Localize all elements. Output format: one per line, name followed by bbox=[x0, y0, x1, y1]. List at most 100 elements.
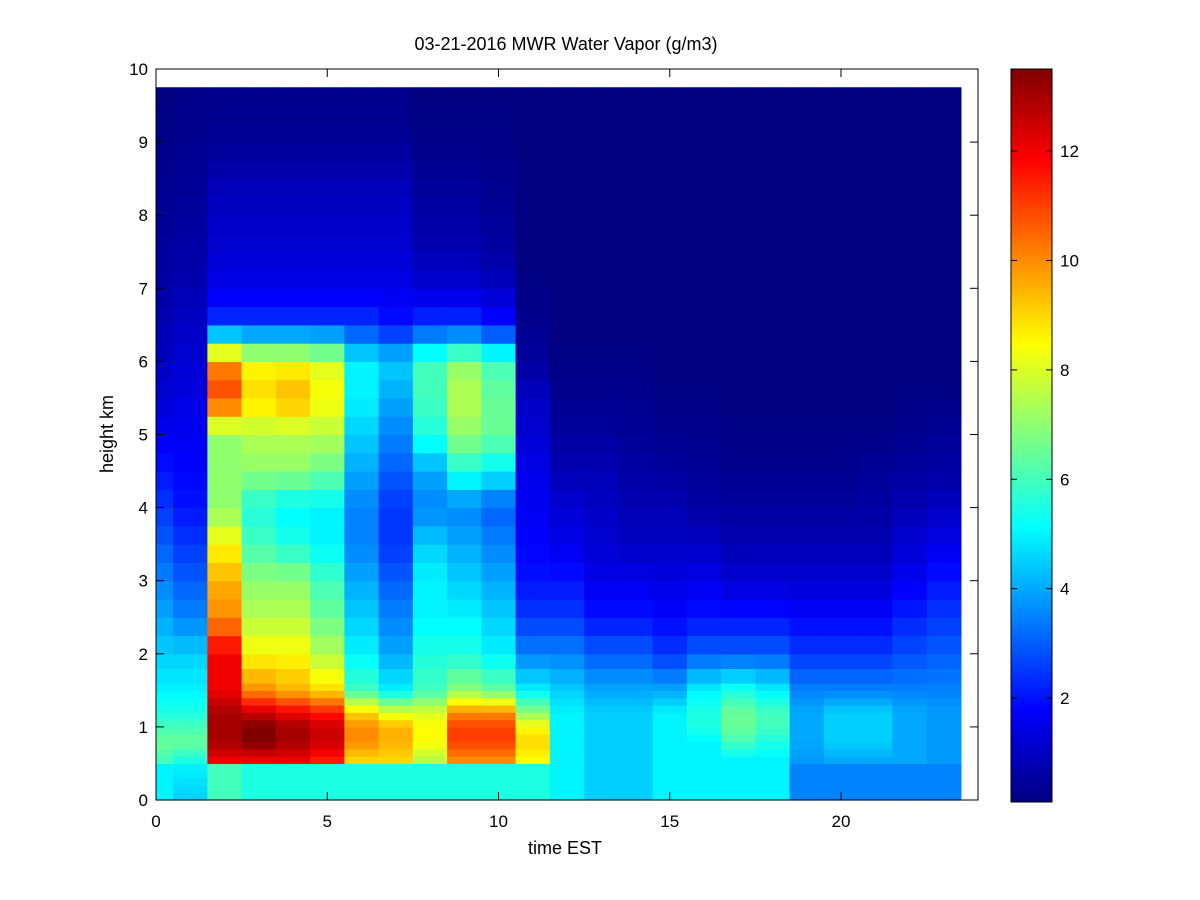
heatmap-cell bbox=[378, 792, 414, 801]
heatmap-cell bbox=[310, 544, 345, 564]
heatmap-cell bbox=[858, 233, 893, 253]
heatmap-cell bbox=[926, 562, 962, 582]
heatmap-cell bbox=[892, 763, 928, 772]
heatmap-cell bbox=[823, 270, 859, 289]
heatmap-cell bbox=[412, 668, 448, 684]
heatmap-cell bbox=[173, 123, 208, 143]
heatmap-cell bbox=[515, 712, 551, 721]
heatmap-cell bbox=[584, 343, 619, 363]
heatmap-cell bbox=[412, 598, 448, 618]
heatmap-cell bbox=[926, 160, 962, 180]
heatmap-cell bbox=[926, 741, 962, 750]
heatmap-cell bbox=[858, 785, 893, 794]
heatmap-cell bbox=[721, 215, 756, 235]
heatmap-cell bbox=[584, 580, 619, 600]
heatmap-cell bbox=[447, 756, 482, 765]
heatmap-cell bbox=[412, 233, 448, 253]
heatmap-cell bbox=[652, 770, 688, 779]
heatmap-cell bbox=[823, 215, 859, 235]
heatmap-cell bbox=[789, 160, 825, 180]
heatmap-cell bbox=[892, 734, 928, 743]
heatmap-cell bbox=[515, 196, 551, 216]
heatmap-cell bbox=[447, 617, 482, 637]
heatmap-cell bbox=[207, 471, 243, 490]
heatmap-cell bbox=[173, 178, 208, 198]
heatmap-cell bbox=[207, 525, 243, 545]
heatmap-cell bbox=[412, 719, 448, 728]
heatmap-cell bbox=[549, 763, 585, 772]
heatmap-cell bbox=[344, 580, 380, 600]
heatmap-cell bbox=[858, 756, 893, 765]
heatmap-cell bbox=[789, 452, 825, 472]
heatmap-cell bbox=[275, 763, 311, 772]
heatmap-cell bbox=[447, 142, 482, 161]
heatmap-cell bbox=[652, 123, 688, 143]
heatmap-cell bbox=[755, 598, 791, 618]
heatmap-cell bbox=[652, 343, 688, 363]
heatmap-cell bbox=[344, 434, 380, 454]
heatmap-cell bbox=[447, 741, 482, 750]
heatmap-cell bbox=[618, 142, 654, 161]
heatmap-cell bbox=[892, 653, 928, 670]
heatmap-cell bbox=[755, 734, 791, 743]
heatmap-cell bbox=[173, 734, 208, 743]
heatmap-cell bbox=[173, 726, 208, 735]
heatmap-cell bbox=[686, 178, 722, 198]
heatmap-cell bbox=[447, 288, 482, 308]
heatmap-cell bbox=[241, 343, 277, 363]
heatmap-cell bbox=[275, 233, 311, 253]
heatmap-cell bbox=[858, 763, 893, 772]
heatmap-cell bbox=[515, 704, 551, 713]
heatmap-cell bbox=[755, 233, 791, 253]
heatmap-cell bbox=[618, 598, 654, 618]
heatmap-cell bbox=[858, 397, 893, 417]
heatmap-cell bbox=[412, 697, 448, 706]
heatmap-cell bbox=[344, 756, 380, 765]
heatmap-cell bbox=[652, 734, 688, 743]
heatmap-cell bbox=[721, 712, 756, 721]
heatmap-cell bbox=[156, 270, 174, 289]
heatmap-cell bbox=[618, 734, 654, 743]
heatmap-cell bbox=[207, 434, 243, 454]
heatmap-cell bbox=[721, 525, 756, 545]
heatmap-cell bbox=[241, 251, 277, 271]
heatmap-cell bbox=[686, 361, 722, 381]
heatmap-cell bbox=[584, 105, 619, 125]
heatmap-cell bbox=[241, 123, 277, 143]
heatmap-cell bbox=[344, 726, 380, 735]
heatmap-cell bbox=[618, 719, 654, 728]
heatmap-cell bbox=[344, 233, 380, 253]
heatmap-cell bbox=[241, 306, 277, 326]
heatmap-cell bbox=[156, 233, 174, 253]
heatmap-cell bbox=[789, 105, 825, 125]
heatmap-cell bbox=[378, 748, 414, 757]
x-tick-label: 15 bbox=[660, 812, 679, 831]
heatmap-cell bbox=[789, 763, 825, 772]
heatmap-cell bbox=[156, 434, 174, 454]
heatmap-cell bbox=[447, 704, 482, 713]
heatmap-cell bbox=[549, 770, 585, 779]
heatmap-cell bbox=[275, 251, 311, 271]
heatmap-cell bbox=[241, 452, 277, 472]
heatmap-cell bbox=[515, 471, 551, 490]
heatmap-cell bbox=[156, 379, 174, 399]
heatmap-cell bbox=[892, 397, 928, 417]
heatmap-cell bbox=[275, 734, 311, 743]
heatmap-cell bbox=[207, 690, 243, 699]
heatmap-cell bbox=[515, 142, 551, 161]
heatmap-cell bbox=[156, 748, 174, 757]
heatmap-cell bbox=[549, 397, 585, 417]
heatmap-cell bbox=[173, 690, 208, 699]
heatmap-cell bbox=[618, 288, 654, 308]
heatmap-cell bbox=[926, 178, 962, 198]
heatmap-cell bbox=[584, 379, 619, 399]
heatmap-cell bbox=[755, 416, 791, 436]
heatmap-cell bbox=[858, 507, 893, 527]
heatmap-cell bbox=[156, 580, 174, 600]
y-tick-label: 9 bbox=[139, 133, 148, 152]
heatmap-cell bbox=[241, 434, 277, 454]
heatmap-cell bbox=[584, 690, 619, 699]
heatmap-cell bbox=[686, 471, 722, 490]
heatmap-cell bbox=[755, 196, 791, 216]
heatmap-cell bbox=[515, 525, 551, 545]
